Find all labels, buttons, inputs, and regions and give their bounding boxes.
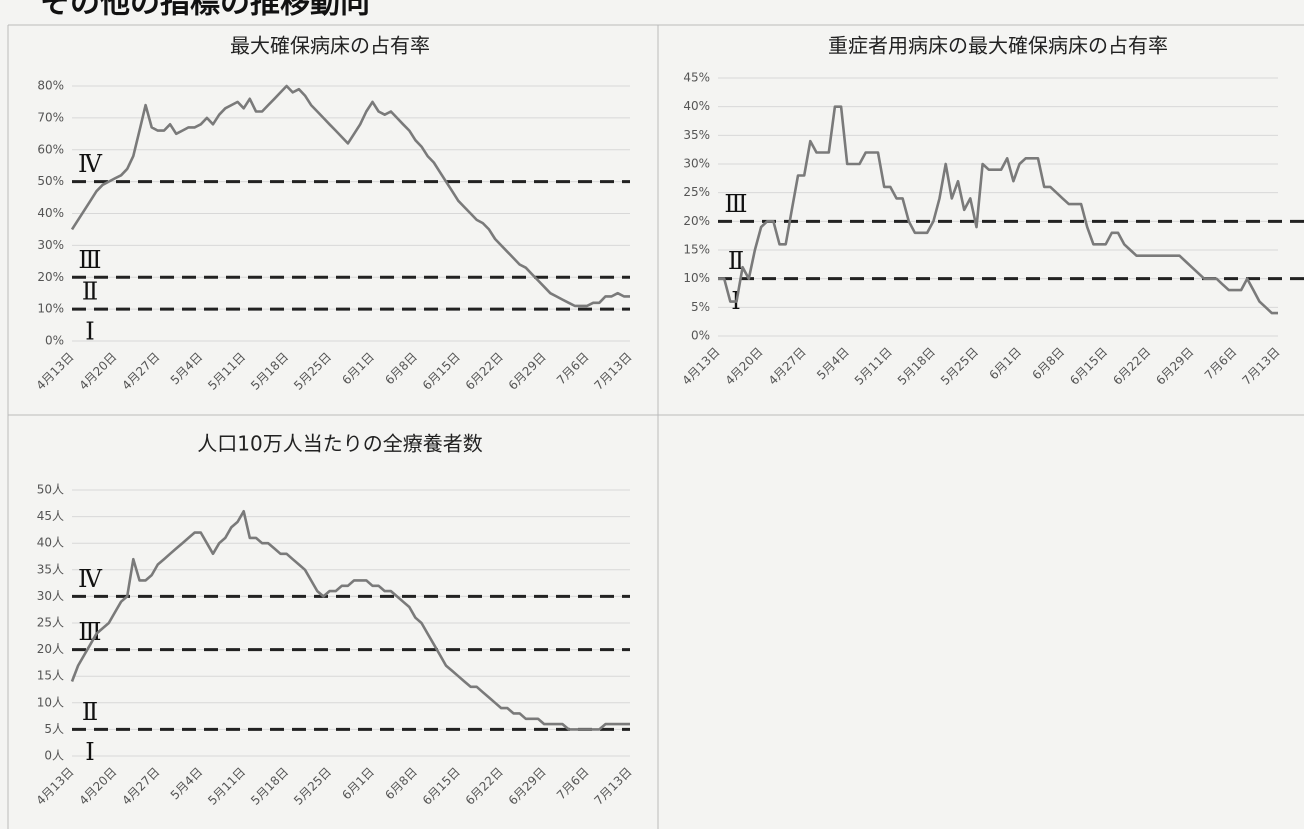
stage-label: Ⅰ bbox=[85, 318, 94, 346]
y-tick-label: 50% bbox=[37, 174, 64, 188]
y-tick-label: 30% bbox=[683, 157, 710, 171]
chart-title: 重症者用病床の最大確保病床の占有率 bbox=[828, 34, 1168, 58]
stage-label: Ⅰ bbox=[85, 738, 94, 766]
y-tick-label: 50人 bbox=[37, 483, 64, 497]
y-tick-label: 5% bbox=[691, 300, 710, 314]
y-tick-label: 45% bbox=[683, 71, 710, 85]
y-tick-label: 35人 bbox=[37, 562, 64, 576]
y-tick-label: 25% bbox=[683, 185, 710, 199]
y-tick-label: 30% bbox=[37, 238, 64, 252]
data-line bbox=[70, 510, 630, 731]
data-line bbox=[70, 84, 630, 308]
y-tick-label: 15% bbox=[683, 243, 710, 257]
y-tick-label: 25人 bbox=[37, 616, 64, 630]
stage-label: Ⅲ bbox=[724, 190, 747, 218]
stage-label: Ⅱ bbox=[728, 247, 744, 275]
y-tick-label: 40人 bbox=[37, 536, 64, 550]
chart-title: 人口10万人当たりの全療養者数 bbox=[197, 432, 482, 456]
y-tick-label: 80% bbox=[37, 79, 64, 93]
y-tick-label: 20% bbox=[37, 270, 64, 284]
y-tick-label: 45人 bbox=[37, 509, 64, 523]
stage-label: Ⅱ bbox=[82, 278, 98, 306]
y-tick-label: 35% bbox=[683, 128, 710, 142]
y-tick-label: 10人 bbox=[37, 695, 64, 709]
y-tick-label: 20% bbox=[683, 214, 710, 228]
stage-label: Ⅲ bbox=[78, 246, 101, 274]
stage-label: Ⅱ bbox=[82, 698, 98, 726]
y-tick-label: 10% bbox=[683, 271, 710, 285]
y-tick-label: 60% bbox=[37, 142, 64, 156]
y-tick-label: 40% bbox=[683, 99, 710, 113]
y-tick-label: 40% bbox=[37, 206, 64, 220]
stage-label: Ⅲ bbox=[78, 618, 101, 646]
y-tick-label: 0% bbox=[45, 334, 64, 348]
page-heading: その他の指標の推移動向 bbox=[40, 0, 370, 21]
y-tick-label: 20人 bbox=[37, 642, 64, 656]
y-tick-label: 70% bbox=[37, 110, 64, 124]
y-tick-label: 10% bbox=[37, 302, 64, 316]
y-tick-label: 0人 bbox=[44, 749, 64, 763]
data-line bbox=[718, 105, 1278, 315]
y-tick-label: 5人 bbox=[44, 722, 64, 736]
stage-label: Ⅳ bbox=[78, 150, 103, 178]
stage-label: Ⅳ bbox=[78, 565, 103, 593]
y-tick-label: 30人 bbox=[37, 589, 64, 603]
y-tick-label: 15人 bbox=[37, 669, 64, 683]
chart-title: 最大確保病床の占有率 bbox=[230, 34, 430, 58]
y-tick-label: 0% bbox=[691, 329, 710, 343]
